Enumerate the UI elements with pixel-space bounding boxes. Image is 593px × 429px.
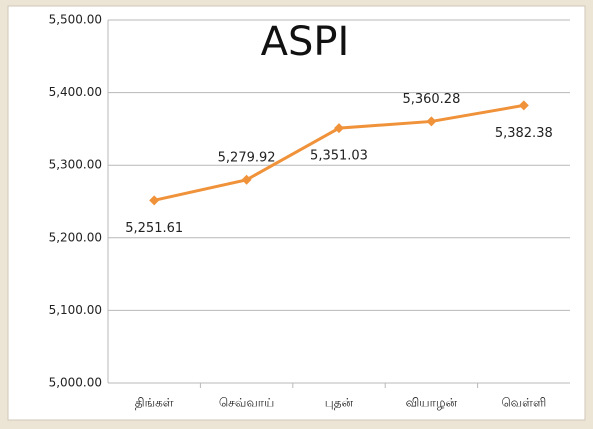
data-label: 5,382.38: [495, 126, 553, 141]
x-tick-label: வெள்ளி: [501, 396, 546, 410]
x-tick-label: திங்கள்: [135, 396, 174, 410]
marker: [241, 174, 252, 185]
y-tick-label: 5,200.00: [49, 230, 102, 244]
y-tick-label: 5,100.00: [49, 303, 102, 317]
y-tick-label: 5,400.00: [49, 85, 102, 99]
y-tick-label: 5,300.00: [49, 158, 102, 172]
data-label: 5,279.92: [218, 150, 276, 165]
marker: [334, 123, 344, 134]
y-tick-label: 5,500.00: [49, 13, 102, 27]
x-tick-label: புதன்: [325, 396, 354, 410]
chart-area: [7, 5, 586, 421]
chart-title: ASPI: [261, 19, 350, 65]
x-tick-label: செவ்வாய்: [219, 396, 275, 410]
marker: [518, 100, 529, 111]
y-tick-label: 5,000.00: [49, 376, 102, 390]
marker: [149, 195, 160, 206]
marker: [426, 116, 437, 127]
data-label: 5,351.03: [310, 149, 368, 164]
data-label: 5,251.61: [125, 221, 183, 236]
data-label: 5,360.28: [402, 92, 460, 107]
x-tick-label: வியாழன்: [406, 396, 458, 410]
